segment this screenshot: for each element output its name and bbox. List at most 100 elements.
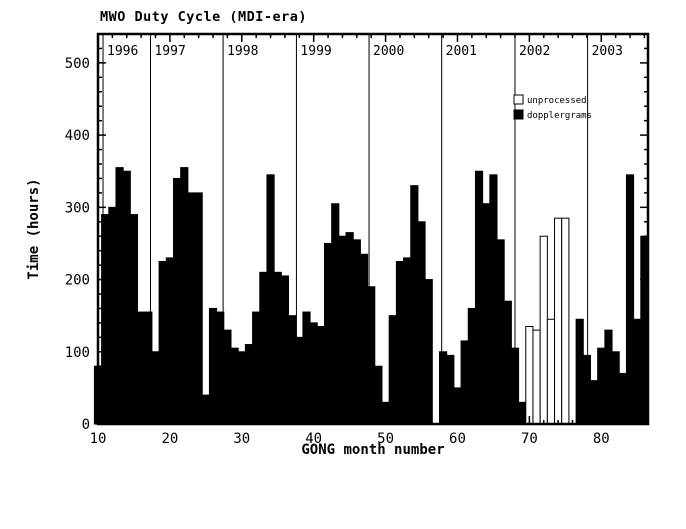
bar-dopplergrams bbox=[496, 239, 505, 425]
year-label: 1997 bbox=[154, 44, 185, 59]
bar-dopplergrams bbox=[201, 394, 210, 425]
bar-dopplergrams bbox=[302, 311, 311, 425]
legend-label-unprocessed: unprocessed bbox=[527, 96, 587, 106]
year-label: 2001 bbox=[446, 44, 477, 59]
bar-dopplergrams bbox=[474, 170, 484, 425]
bar-dopplergrams bbox=[439, 351, 448, 425]
bar-unprocessed bbox=[532, 329, 541, 425]
bar-unprocessed bbox=[554, 217, 563, 425]
year-label: 2000 bbox=[373, 44, 404, 59]
bar-dopplergrams bbox=[144, 311, 153, 425]
bar-dopplergrams bbox=[395, 261, 405, 425]
bar-dopplergrams bbox=[518, 401, 527, 425]
bar-dopplergrams bbox=[352, 239, 361, 425]
bar-dopplergrams bbox=[165, 257, 174, 425]
bar-dopplergrams bbox=[374, 365, 383, 425]
bar-dopplergrams bbox=[180, 167, 189, 425]
bar-dopplergrams bbox=[633, 318, 642, 425]
year-labels: 1996 1997 1998 1999 2000 2001 2002 2003 bbox=[107, 44, 623, 59]
legend-label-dopplergrams: dopplergrams bbox=[527, 111, 592, 121]
bar-dopplergrams bbox=[403, 257, 412, 425]
legend-swatch-unprocessed bbox=[513, 94, 524, 105]
bar-dopplergrams bbox=[345, 232, 354, 425]
x-tick-label: 50 bbox=[377, 431, 394, 447]
bar-dopplergrams bbox=[288, 315, 297, 425]
bar-dopplergrams bbox=[273, 271, 282, 425]
bar-dopplergrams bbox=[410, 185, 419, 425]
bar-dopplergrams bbox=[151, 351, 160, 425]
bar-dopplergrams bbox=[266, 174, 275, 425]
axis-ticks bbox=[97, 33, 648, 425]
bar-dopplergrams bbox=[597, 347, 606, 425]
x-tick-label: 80 bbox=[593, 431, 610, 447]
bar-dopplergrams bbox=[309, 322, 318, 425]
bar-dopplergrams bbox=[108, 206, 117, 425]
x-tick-label: 60 bbox=[449, 431, 466, 447]
bar-dopplergrams bbox=[244, 344, 254, 425]
y-tick-label: 100 bbox=[65, 345, 90, 361]
year-label: 1998 bbox=[227, 44, 258, 59]
bar-dopplergrams bbox=[503, 300, 512, 425]
bar-dopplergrams bbox=[338, 235, 347, 425]
bar-dopplergrams bbox=[316, 326, 325, 425]
x-tick-label: 10 bbox=[90, 431, 107, 447]
y-tick-label: 0 bbox=[82, 417, 90, 433]
bar-unprocessed bbox=[561, 217, 570, 425]
bar-dopplergrams bbox=[122, 170, 131, 425]
legend-swatch-dopplergrams bbox=[513, 109, 524, 120]
bar-dopplergrams bbox=[446, 354, 455, 425]
year-label: 1996 bbox=[107, 44, 138, 59]
bar-dopplergrams bbox=[323, 242, 333, 425]
y-tick-label: 300 bbox=[65, 200, 90, 216]
y-tick-label: 400 bbox=[65, 128, 90, 144]
bar-dopplergrams bbox=[230, 347, 239, 425]
bar-dopplergrams bbox=[137, 311, 146, 425]
bar-dopplergrams bbox=[359, 253, 369, 425]
bar-dopplergrams bbox=[331, 203, 340, 425]
bar-dopplergrams bbox=[589, 380, 599, 425]
bar-dopplergrams bbox=[115, 167, 124, 425]
bar-dopplergrams bbox=[618, 372, 627, 425]
bar-dopplergrams bbox=[604, 329, 613, 425]
chart-title: MWO Duty Cycle (MDI-era) bbox=[100, 9, 307, 25]
plot-frame bbox=[96, 32, 650, 426]
bar-dopplergrams bbox=[187, 192, 196, 425]
bar-dopplergrams bbox=[172, 177, 182, 425]
bar-dopplergrams bbox=[223, 329, 232, 425]
bar-dopplergrams bbox=[237, 351, 246, 425]
bar-dopplergrams bbox=[611, 351, 620, 425]
bar-dopplergrams bbox=[424, 279, 433, 425]
year-label: 2002 bbox=[519, 44, 550, 59]
bar-dopplergrams bbox=[625, 174, 635, 425]
y-tick-label: 500 bbox=[65, 56, 90, 72]
bar-dopplergrams bbox=[101, 214, 110, 425]
bar-dopplergrams bbox=[295, 336, 304, 425]
bar-dopplergrams bbox=[510, 347, 520, 425]
bar-dopplergrams bbox=[208, 307, 218, 425]
bar-dopplergrams bbox=[482, 203, 491, 425]
y-axis-title: Time (hours) bbox=[26, 178, 42, 279]
x-axis-title: GONG month number bbox=[301, 442, 444, 458]
bar-dopplergrams bbox=[417, 221, 426, 425]
x-tick-label: 70 bbox=[521, 431, 538, 447]
year-label: 1999 bbox=[300, 44, 331, 59]
y-tick-label: 200 bbox=[65, 273, 90, 289]
bar-dopplergrams bbox=[216, 311, 225, 425]
bar-unprocessed bbox=[546, 318, 556, 425]
bar-dopplergrams bbox=[252, 311, 261, 425]
axis-tick-labels: 10 20 30 40 50 60 70 80 0 100 200 300 400 500 bbox=[65, 56, 610, 447]
x-tick-label: 40 bbox=[305, 431, 322, 447]
x-tick-label: 30 bbox=[233, 431, 250, 447]
bar-dopplergrams bbox=[367, 286, 376, 425]
year-label: 2003 bbox=[592, 44, 623, 59]
bar-dopplergrams bbox=[575, 318, 584, 425]
x-tick-label: 20 bbox=[161, 431, 178, 447]
bar-dopplergrams bbox=[280, 275, 290, 425]
bar-dopplergrams bbox=[194, 192, 203, 425]
bar-dopplergrams bbox=[467, 307, 476, 425]
bar-dopplergrams bbox=[259, 271, 268, 425]
bar-dopplergrams bbox=[158, 261, 167, 425]
bars-group bbox=[93, 167, 649, 425]
